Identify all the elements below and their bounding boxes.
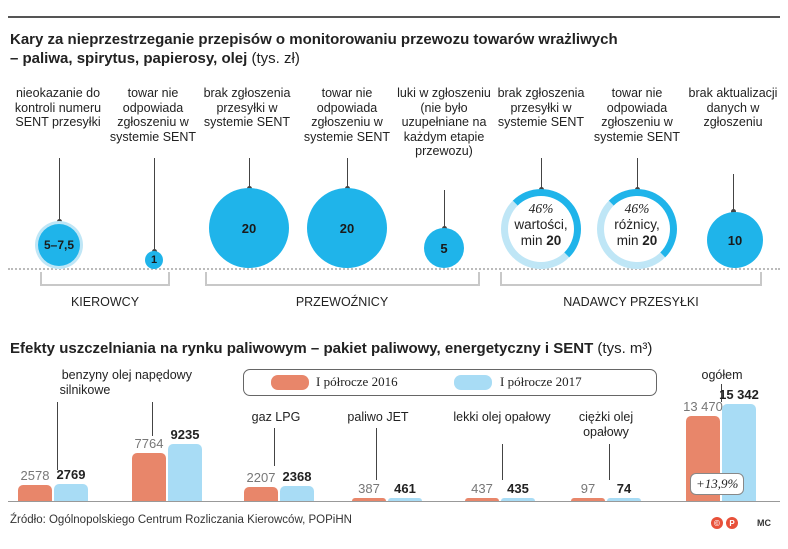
legend-swatch-2016 <box>271 375 309 390</box>
leader-line <box>637 158 638 190</box>
penalty-label-2: towar nie odpowiada zgłoszeniu w systemi… <box>109 86 197 144</box>
bar-value-label: 13 470 <box>683 399 723 414</box>
top-rule <box>8 16 780 18</box>
ring-line1: różnicy, <box>614 217 660 232</box>
bar-value-label: 2578 <box>20 468 50 483</box>
leader-line <box>721 384 722 402</box>
penalty-label-6: brak zgłoszenia przesyłki w systemie SEN… <box>497 86 585 129</box>
leader-line <box>733 174 734 212</box>
copyright-p-icon: P <box>726 517 738 529</box>
leader-line <box>444 190 445 228</box>
chart-title: Efekty uszczelniania na rynku paliwowym … <box>10 340 653 357</box>
penalty-bubble-5: 5 <box>424 228 464 268</box>
bar-value-label: 7764 <box>134 436 164 451</box>
bar-2017 <box>168 444 202 501</box>
category-label: olej napędowy <box>112 368 192 382</box>
leader-dot <box>731 209 736 214</box>
category-label: gaz LPG <box>251 410 301 424</box>
leader-line <box>541 158 542 190</box>
author-badge: MC <box>757 518 771 528</box>
penalty-ring-6-text: 46% wartości, min 20 <box>501 201 581 249</box>
ring-pct: 46% <box>528 201 554 216</box>
bar-value-label: 15 342 <box>719 387 759 402</box>
group-label-nadawcy: NADAWCY PRZESYŁKI <box>546 295 716 309</box>
leader-line <box>502 444 503 480</box>
leader-line <box>59 158 60 222</box>
leader-line <box>152 402 153 436</box>
penalty-bubble-2: 1 <box>145 251 163 269</box>
bar-2016 <box>352 498 386 501</box>
bar-2016 <box>571 498 605 501</box>
leader-line <box>249 158 250 188</box>
penalty-bubble-3: 20 <box>209 188 289 268</box>
chart-baseline <box>8 501 780 502</box>
ring-line2: min 20 <box>520 233 562 248</box>
group-bracket-nadawcy <box>500 272 762 286</box>
bar-2016 <box>132 453 166 501</box>
bar-2016 <box>244 487 278 501</box>
group-label-przewoznicy: PRZEWOŹNICY <box>272 295 412 309</box>
chart-legend <box>243 369 657 396</box>
bar-value-label: 74 <box>616 481 632 496</box>
category-label: lekki olej opałowy <box>453 410 551 424</box>
penalty-label-8: brak aktualizacji danych w zgłoszeniu <box>688 86 778 129</box>
leader-line <box>57 402 58 470</box>
bar-value-label: 435 <box>507 481 529 496</box>
bar-2017 <box>280 486 314 501</box>
section1-title: Kary za nieprzestrzeganie przepisów o mo… <box>10 31 618 67</box>
copyright-icon: © <box>711 517 723 529</box>
leader-line <box>154 158 155 252</box>
legend-swatch-2017 <box>454 375 492 390</box>
bar-value-label: 437 <box>471 481 493 496</box>
leader-line <box>347 158 348 188</box>
bar-2017 <box>501 498 535 501</box>
group-bracket-kierowcy <box>40 272 170 286</box>
group-label-kierowcy: KIEROWCY <box>40 295 170 309</box>
bar-chart: 2578 2769 7764 9235 2207 2368 387 461 437 435 97 74… <box>18 387 759 501</box>
legend-label-2017: I półrocze 2017 <box>500 374 582 389</box>
ring-pct: 46% <box>624 201 650 216</box>
penalty-label-5: luki w zgłoszeniu (nie było uzupełniane … <box>397 86 491 158</box>
penalty-label-4: towar nie odpowiada zgłoszeniu w systemi… <box>303 86 391 144</box>
penalty-bubble-8: 10 <box>707 212 763 268</box>
bar-value-label: 97 <box>580 481 596 496</box>
growth-annotation: +13,9% <box>690 473 745 495</box>
bar-2017 <box>54 484 88 501</box>
bar-2016 <box>465 498 499 501</box>
source-note: Źródło: Ogólnopolskiego Centrum Rozlicza… <box>10 514 352 526</box>
bar-value-label: 461 <box>394 481 416 496</box>
bar-value-label: 2207 <box>246 470 276 485</box>
leader-line <box>376 428 377 480</box>
penalty-ring-7-text: 46% różnicy, min 20 <box>597 201 677 249</box>
bubble-baseline <box>8 268 780 270</box>
leader-line <box>609 444 610 480</box>
bar-2017 <box>607 498 641 501</box>
group-bracket-przewoznicy <box>205 272 480 286</box>
bar-2017 <box>388 498 422 501</box>
leader-line <box>274 428 275 466</box>
bar-value-label: 9235 <box>170 427 200 442</box>
bar-2016 <box>18 485 52 501</box>
penalty-label-7: towar nie odpowiada zgłoszeniu w systemi… <box>593 86 681 144</box>
penalty-ring-7 <box>597 189 677 269</box>
penalty-label-1: nieokazanie do kontroli numeru SENT prze… <box>14 86 102 129</box>
bar-value-label: 387 <box>358 481 380 496</box>
legend-label-2016: I półrocze 2016 <box>316 374 398 389</box>
penalty-label-3: brak zgłoszenia przesyłki w systemie SEN… <box>203 86 291 129</box>
penalty-ring-6 <box>501 189 581 269</box>
ring-line1: wartości, <box>514 217 568 232</box>
category-label: ogółem <box>701 368 743 382</box>
category-label: paliwo JET <box>347 410 409 424</box>
category-label: benzyny silnikowe <box>59 368 111 397</box>
penalty-bubble-1: 5–7,5 <box>38 224 80 266</box>
bar-value-label: 2368 <box>282 469 312 484</box>
ring-line2: min 20 <box>616 233 658 248</box>
category-label: ciężki olej opałowy <box>578 410 634 439</box>
bar-value-label: 2769 <box>56 467 86 482</box>
penalty-bubble-4: 20 <box>307 188 387 268</box>
